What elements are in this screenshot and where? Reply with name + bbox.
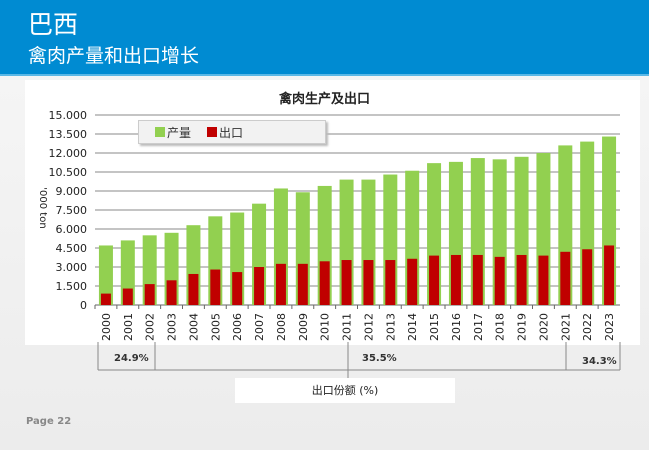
x-tick-label: 2002 bbox=[144, 313, 157, 341]
bar-production-2000 bbox=[98, 245, 113, 305]
y-tick-label: 0 bbox=[80, 299, 87, 312]
legend-swatch-export bbox=[207, 127, 218, 137]
x-tick-label: 2009 bbox=[297, 313, 310, 341]
bar-export-2023 bbox=[604, 245, 615, 305]
bar-export-2017 bbox=[472, 254, 483, 305]
y-tick-label: 4.500 bbox=[56, 242, 88, 255]
export-share-row bbox=[25, 345, 640, 371]
x-tick-label: 2020 bbox=[537, 313, 550, 341]
bar-export-2014 bbox=[407, 258, 418, 305]
bar-export-2006 bbox=[232, 272, 243, 305]
x-tick-label: 2018 bbox=[494, 313, 507, 341]
x-tick-label: 2010 bbox=[319, 313, 332, 341]
bar-export-2011 bbox=[341, 260, 352, 305]
x-tick-label: 2022 bbox=[581, 313, 594, 341]
share-value-2012-2013: 35.5% bbox=[362, 353, 397, 364]
bar-export-2001 bbox=[122, 288, 133, 305]
y-tick-label: 15.000 bbox=[49, 109, 88, 122]
y-tick-label: 7.500 bbox=[56, 204, 88, 217]
legend-label-export: 出口 bbox=[219, 125, 244, 140]
bar-export-2012 bbox=[363, 260, 374, 305]
x-tick-label: 2000 bbox=[100, 313, 113, 341]
bar-export-2010 bbox=[319, 261, 330, 305]
chart-title: 禽肉生产及出口 bbox=[278, 92, 370, 107]
bar-export-2020 bbox=[538, 255, 549, 305]
x-tick-label: 2008 bbox=[275, 313, 288, 341]
bar-export-2005 bbox=[210, 269, 221, 305]
x-tick-label: 2015 bbox=[428, 313, 441, 341]
page-number: Page 22 bbox=[26, 416, 72, 427]
x-tick-label: 2001 bbox=[122, 313, 135, 341]
bar-export-2009 bbox=[297, 263, 308, 305]
y-tick-label: 6.000 bbox=[56, 223, 88, 236]
x-tick-label: 2006 bbox=[231, 313, 244, 341]
x-tick-label: 2012 bbox=[362, 313, 375, 341]
y-tick-label: 3.000 bbox=[56, 261, 88, 274]
y-tick-label: 12.000 bbox=[49, 147, 88, 160]
legend-label-production: 产量 bbox=[167, 125, 192, 140]
legend: 产量 出口 bbox=[138, 120, 326, 144]
page-subtitle: 禽肉产量和出口增长 bbox=[28, 45, 200, 67]
bar-export-2022 bbox=[582, 249, 593, 305]
y-tick-label: 1.500 bbox=[56, 280, 88, 293]
bar-export-2019 bbox=[516, 254, 527, 305]
bar-export-2002 bbox=[144, 284, 155, 305]
bar-export-2016 bbox=[450, 254, 461, 305]
x-tick-label: 2003 bbox=[166, 313, 179, 341]
x-tick-label: 2007 bbox=[253, 313, 266, 341]
bar-export-2007 bbox=[254, 267, 265, 305]
x-tick-label: 2019 bbox=[516, 313, 529, 341]
bar-export-2000 bbox=[100, 293, 111, 305]
bar-export-2008 bbox=[275, 263, 286, 305]
bar-export-2013 bbox=[385, 260, 396, 305]
bar-export-2004 bbox=[188, 273, 199, 305]
x-tick-label: 2011 bbox=[341, 313, 354, 341]
bar-export-2003 bbox=[166, 280, 177, 305]
legend-swatch-production bbox=[155, 127, 165, 137]
x-tick-label: 2023 bbox=[603, 313, 616, 341]
x-tick-label: 2016 bbox=[450, 313, 463, 341]
bar-export-2018 bbox=[494, 256, 505, 305]
page-title: 巴西 bbox=[28, 10, 79, 39]
x-tick-label: 2004 bbox=[187, 313, 200, 341]
share-value-2000-2002: 24.9% bbox=[114, 353, 149, 364]
y-tick-label: 13.500 bbox=[49, 128, 88, 141]
y-tick-label: 10.500 bbox=[49, 166, 88, 179]
x-tick-label: 2014 bbox=[406, 313, 419, 341]
header-banner: 巴西 禽肉产量和出口增长 bbox=[0, 0, 649, 76]
x-tick-label: 2005 bbox=[209, 313, 222, 341]
y-tick-label: 9.000 bbox=[56, 185, 88, 198]
x-tick-label: 2017 bbox=[472, 313, 485, 341]
x-tick-label: 2013 bbox=[384, 313, 397, 341]
bar-export-2015 bbox=[429, 255, 440, 305]
bar-export-2021 bbox=[560, 251, 571, 305]
export-share-label: 出口份额 (%) bbox=[235, 378, 455, 403]
y-axis-label: '000 ton bbox=[37, 187, 48, 228]
share-value-2022-2023: 34.3% bbox=[582, 356, 617, 367]
x-tick-label: 2021 bbox=[559, 313, 572, 341]
